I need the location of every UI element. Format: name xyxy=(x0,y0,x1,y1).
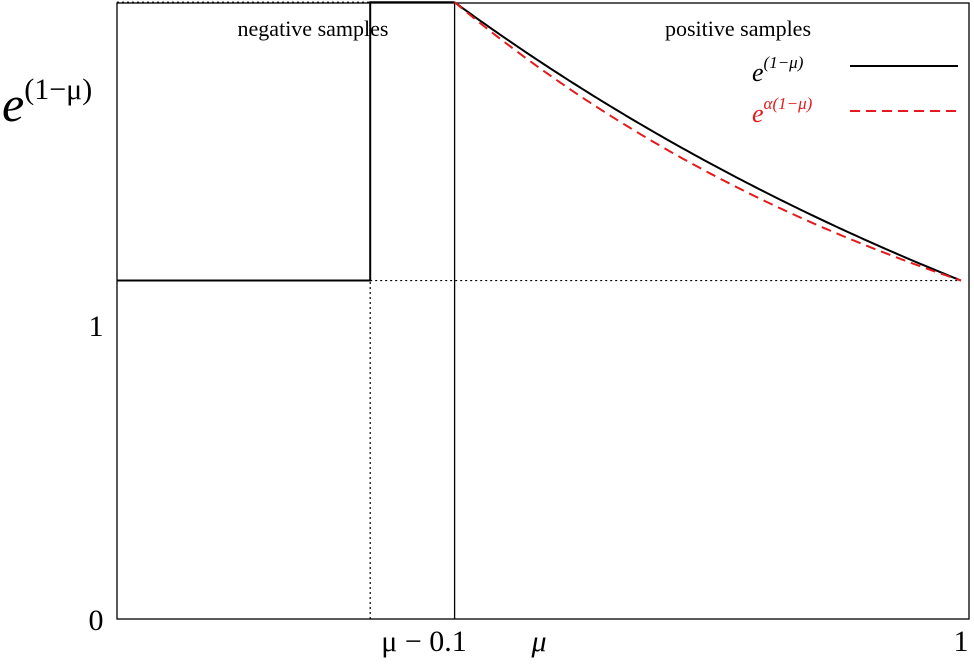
region-label-negative: negative samples xyxy=(238,16,389,41)
x-tick-mu-minus: μ − 0.1 xyxy=(381,625,467,658)
legend: e(1−μ) eα(1−μ) xyxy=(752,53,958,128)
series-red-dashed-curve xyxy=(453,1,962,282)
series-black-positive-curve xyxy=(454,1,962,282)
x-tick-one: 1 xyxy=(954,625,969,658)
x-tick-mu: μ xyxy=(530,625,546,658)
y-tick-one: 1 xyxy=(89,310,104,343)
legend-label-red: eα(1−μ) xyxy=(752,94,813,128)
region-label-positive: positive samples xyxy=(665,16,811,41)
series-black-negative-step xyxy=(117,1,455,282)
y-tick-zero: 0 xyxy=(89,604,104,637)
y-tick-top: e(1−μ) xyxy=(2,73,92,132)
legend-label-black: e(1−μ) xyxy=(752,53,804,87)
plot-frame xyxy=(116,2,970,620)
